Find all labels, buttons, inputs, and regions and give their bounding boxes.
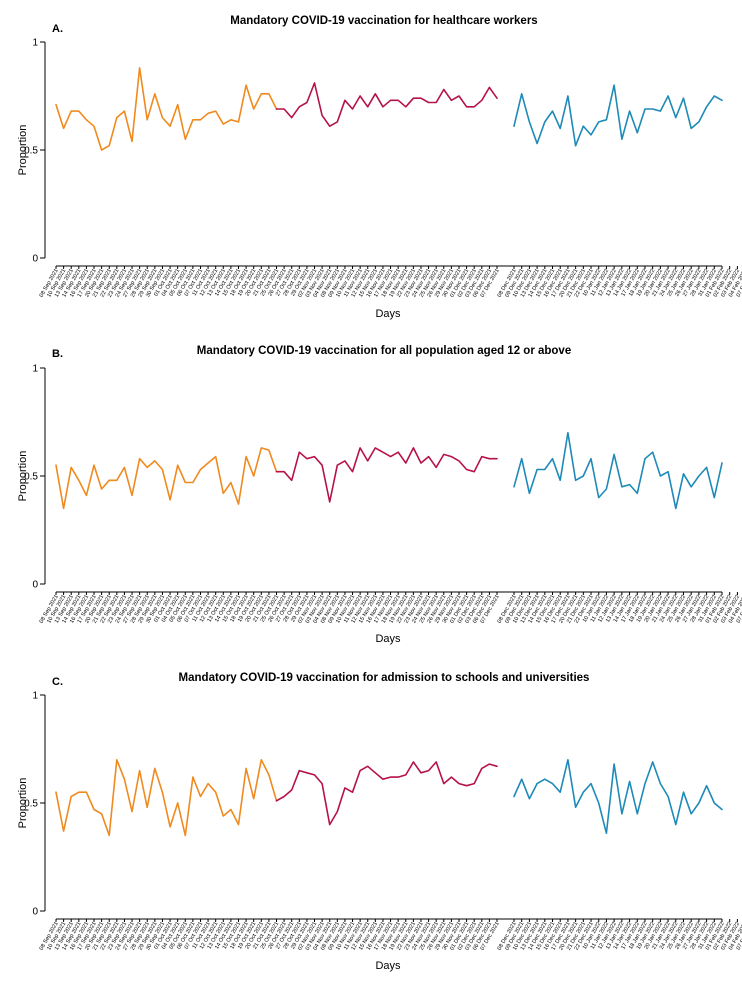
series-line-1 <box>55 758 278 837</box>
y-tick-label: 0.5 <box>24 472 38 483</box>
x-axis-label: Days <box>375 960 401 972</box>
y-tick-label: 0.5 <box>24 799 38 810</box>
y-axis-label: Proportion <box>17 451 29 502</box>
y-tick-label: 1 <box>32 691 38 702</box>
y-tick-label: 1 <box>32 38 38 49</box>
y-tick-label: 1 <box>32 364 38 375</box>
series-line-1 <box>55 67 278 151</box>
chart-title: Mandatory COVID-19 vaccination for healt… <box>230 15 537 27</box>
y-axis-label: Proportion <box>17 125 29 176</box>
panel-c: Mandatory COVID-19 vaccination for admis… <box>17 672 742 972</box>
chart-title: Mandatory COVID-19 vaccination for admis… <box>179 672 590 684</box>
y-tick-label: 0.5 <box>24 146 38 157</box>
y-axis-label: Proportion <box>17 778 29 829</box>
series-line-2 <box>275 82 498 127</box>
panel-b: Mandatory COVID-19 vaccination for all p… <box>17 345 742 645</box>
series-line-2 <box>275 761 498 826</box>
y-tick-label: 0 <box>32 254 38 265</box>
series-line-3 <box>513 431 723 510</box>
panel-label: A. <box>52 23 63 35</box>
x-axis-label: Days <box>375 308 401 320</box>
chart-title: Mandatory COVID-19 vaccination for all p… <box>197 345 571 357</box>
x-axis-label: Days <box>375 633 401 645</box>
series-line-3 <box>513 758 723 835</box>
series-line-2 <box>275 447 498 503</box>
series-line-1 <box>55 447 278 510</box>
panel-label: B. <box>52 348 63 360</box>
y-tick-label: 0 <box>32 580 38 591</box>
panel-a: Mandatory COVID-19 vaccination for healt… <box>17 15 742 320</box>
series-line-3 <box>513 84 723 147</box>
y-tick-label: 0 <box>32 907 38 918</box>
panel-label: C. <box>52 676 63 688</box>
